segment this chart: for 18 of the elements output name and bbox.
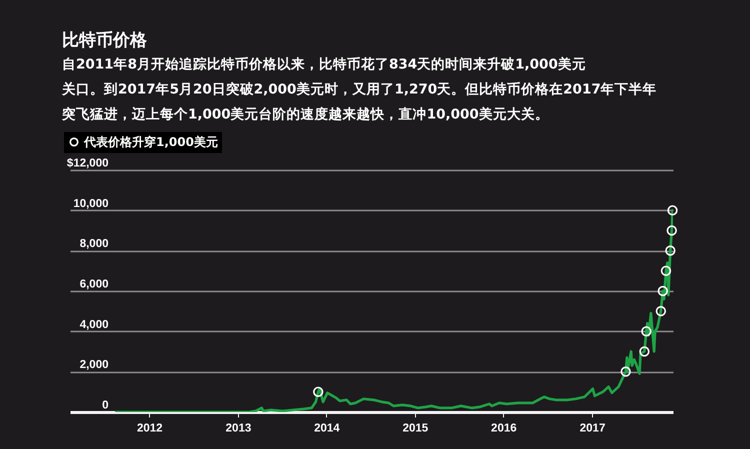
x-tick-label: 2017	[580, 422, 606, 434]
x-tick-label: 2013	[226, 422, 252, 434]
chart-title: 比特币价格	[62, 30, 148, 50]
y-tick-label: 0	[102, 400, 108, 412]
x-tick-label: 2012	[136, 422, 163, 434]
text: 自2011年8月开始追踪比特币价格以来，比特币花了834天的时间来升破1,000美元	[62, 56, 586, 72]
text: 突飞猛进，迈上每个1,000美元台阶的速度越来越快，直冲10,000美元大关。	[62, 106, 549, 122]
x-tick-label: 2014	[314, 422, 340, 434]
y-tick-label: 6,000	[80, 278, 108, 290]
y-tick-label: 4,000	[80, 318, 108, 331]
legend-label: 代表价格升穿1,000美元	[83, 135, 218, 149]
x-tick-label: 2016	[491, 422, 517, 434]
y-tick-label: 10,000	[73, 198, 108, 210]
x-tick-label: 2015	[402, 422, 429, 434]
y-tick-label: 2,000	[80, 359, 108, 372]
y-tick-label: $12,000	[66, 158, 108, 170]
y-tick-label: 8,000	[80, 238, 108, 250]
text: 关口。到2017年5月20日突破2,000美元时，又用了1,270天。但比特币价格在2017年下半年	[62, 82, 657, 98]
